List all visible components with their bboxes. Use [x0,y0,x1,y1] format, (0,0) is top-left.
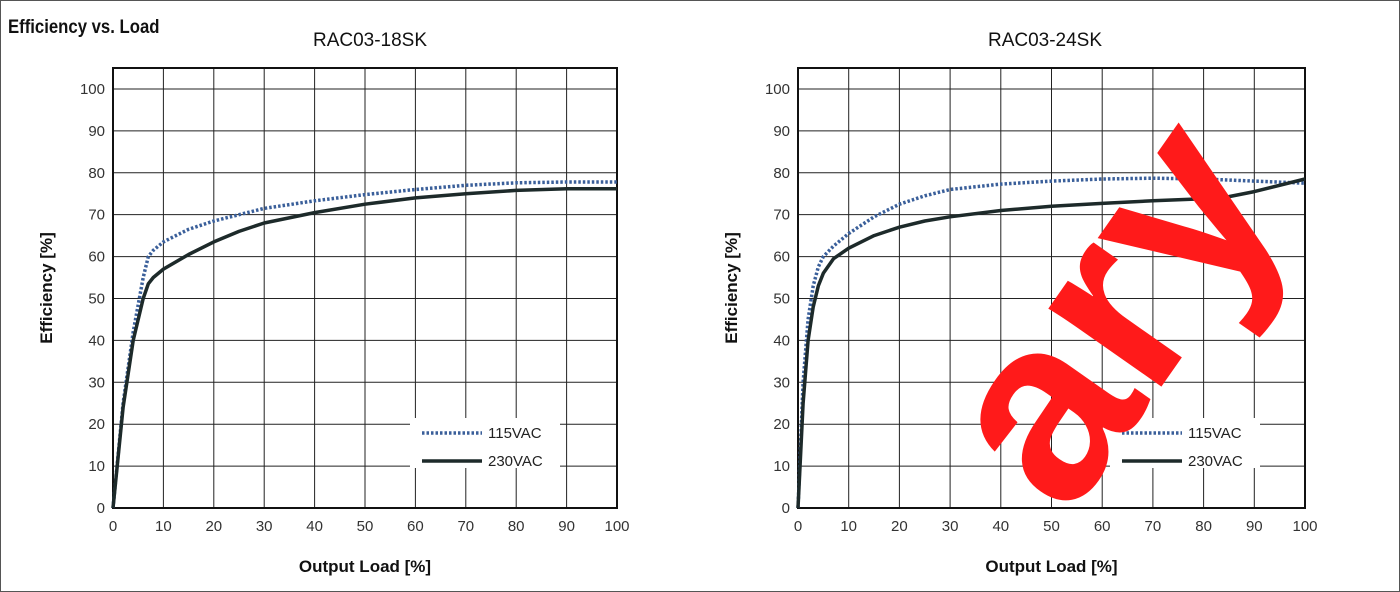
x-tick-label: 80 [1195,518,1212,535]
x-tick-label: 90 [558,518,575,535]
x-tick-label: 10 [840,518,857,535]
y-tick-label: 60 [88,249,105,266]
y-tick-label: 60 [773,249,790,266]
x-tick-label: 30 [942,518,959,535]
y-tick-label: 100 [765,81,790,98]
x-axis-title: Output Load [%] [299,557,431,576]
x-tick-label: 90 [1246,518,1263,535]
y-tick-label: 30 [88,374,105,391]
legend-label: 115VAC [1188,425,1242,442]
x-tick-label: 40 [306,518,323,535]
y-tick-label: 30 [773,374,790,391]
x-tick-label: 20 [891,518,908,535]
x-tick-label: 10 [155,518,172,535]
y-tick-label: 70 [773,207,790,224]
series-line-230vac [111,186,617,509]
x-tick-label: 50 [357,518,374,535]
x-tick-label: 80 [508,518,525,535]
x-tick-label: 0 [109,518,117,535]
y-tick-label: 90 [88,123,105,140]
x-tick-label: 50 [1043,518,1060,535]
section-title: Efficiency vs. Load [8,17,160,38]
chart-title: RAC03-24SK [988,30,1102,51]
legend: 115VAC 230VAC [1110,418,1260,470]
x-tick-label: 40 [992,518,1009,535]
y-tick-label: 40 [773,332,790,349]
y-axis-title: Efficiency [%] [722,232,741,343]
x-tick-label: 70 [1145,518,1162,535]
y-tick-label: 50 [773,290,790,307]
y-tick-label: 20 [88,416,105,433]
x-tick-label: 60 [407,518,424,535]
chart-rac03-24sk: RAC03-24SK 0 10 20 30 40 50 60 70 80 90 100 0 10 20 30 4… [722,30,1318,576]
x-tick-label: 60 [1094,518,1111,535]
y-tick-label: 20 [773,416,790,433]
x-tick-label: 30 [256,518,273,535]
x-tick-label: 20 [205,518,222,535]
y-tick-label: 80 [773,165,790,182]
chart-panel-rac03-24sk: RAC03-24SK 0 10 20 30 40 50 60 70 80 90 100 0 10 20 30 4… [685,0,1400,592]
legend-label: 230VAC [488,453,543,470]
legend: 115VAC 230VAC [410,418,560,470]
y-axis-title: Efficiency [%] [37,232,56,343]
y-tick-label: 10 [773,458,790,475]
y-tick-label: 80 [88,165,105,182]
plot-border [112,67,618,509]
series-line-230vac [796,177,1306,509]
x-tick-label: 100 [604,518,629,535]
y-tick-label: 0 [97,500,105,517]
chart-panel-rac03-18sk: RAC03-18SK 0 10 20 30 40 50 60 70 80 90 100 0 10 20 30 4… [37,30,630,576]
y-tick-label: 90 [773,123,790,140]
y-tick-label: 40 [88,332,105,349]
y-tick-label: 10 [88,458,105,475]
y-tick-label: 0 [782,500,790,517]
legend-label: 115VAC [488,425,542,442]
legend-label: 230VAC [1188,453,1243,470]
x-tick-label: 0 [794,518,802,535]
x-axis-title: Output Load [%] [985,557,1117,576]
plot-border [797,67,1306,509]
x-tick-label: 70 [457,518,474,535]
x-tick-label: 100 [1292,518,1317,535]
y-tick-label: 100 [80,81,105,98]
chart-title: RAC03-18SK [313,30,427,51]
series-line-115vac [111,180,617,509]
chart-rac03-18sk: RAC03-18SK 0 10 20 30 40 50 60 70 80 90 100 0 10 20 30 4… [37,30,630,576]
grid [797,68,1306,509]
y-tick-label: 50 [88,290,105,307]
series-line-115vac [796,176,1306,509]
y-tick-label: 70 [88,207,105,224]
